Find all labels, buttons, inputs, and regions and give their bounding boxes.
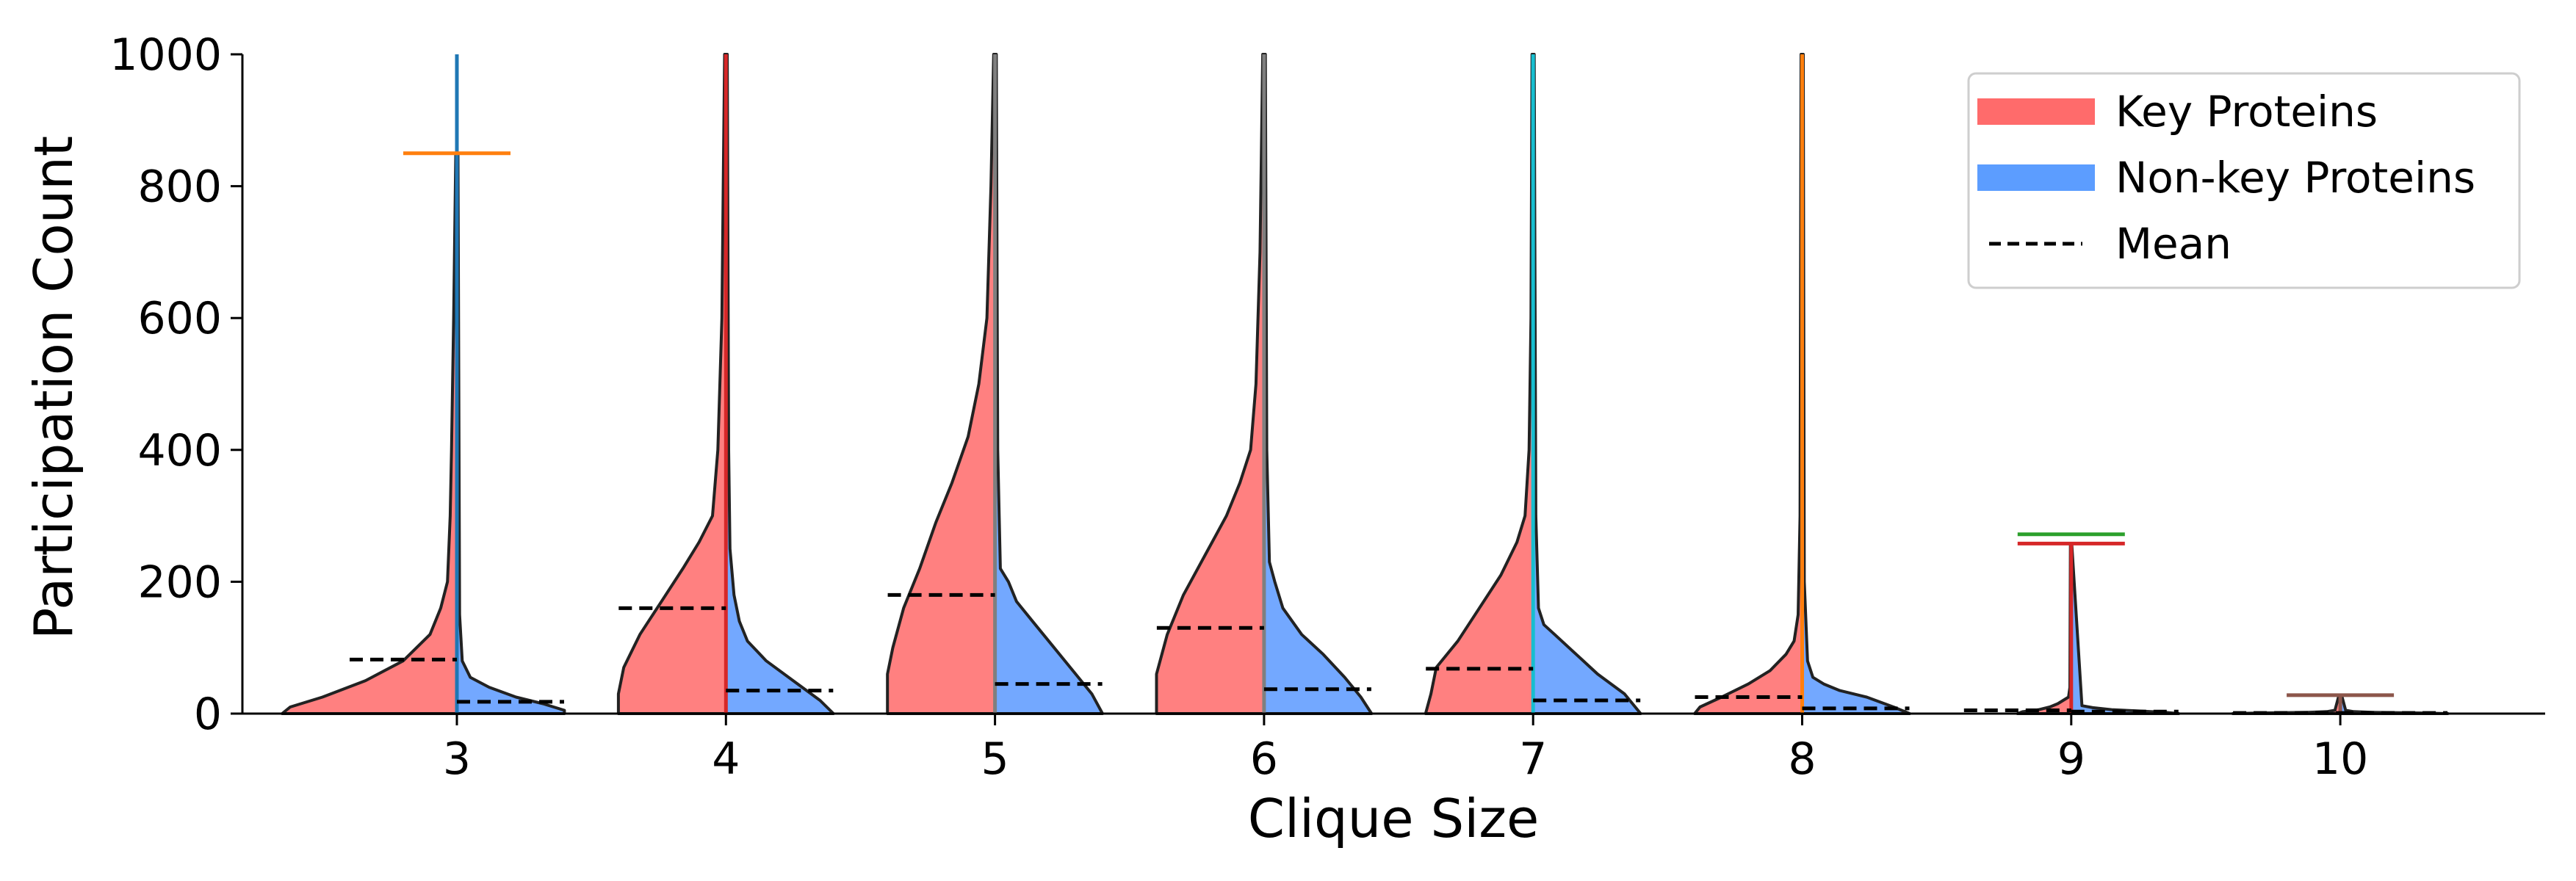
- nonkey-proteins-violin-5: [993, 53, 1104, 715]
- x-tick-label-4: 4: [712, 733, 740, 785]
- legend-swatch-1: [1977, 164, 2095, 191]
- nonkey-proteins-violin-9: [2069, 542, 2181, 715]
- legend-label-1: Non-key Proteins: [2115, 153, 2475, 203]
- legend: Key Proteins Non-key Proteins Mean: [1967, 72, 2521, 289]
- x-tick-label-6: 6: [1250, 733, 1278, 785]
- legend-box: [1967, 72, 2521, 289]
- x-tick-label-7: 7: [1519, 733, 1547, 785]
- y-tick-label-600: 600: [137, 293, 222, 344]
- violin-group-6: [1155, 53, 1374, 715]
- x-tick-label-5: 5: [981, 733, 1009, 785]
- nonkey-proteins-violin-10: [2339, 693, 2450, 715]
- key-proteins-violin-7: [1424, 53, 1535, 715]
- x-tick-label-8: 8: [1788, 733, 1816, 785]
- legend-label-2: Mean: [2115, 219, 2232, 269]
- nonkey-proteins-violin-3: [455, 151, 566, 715]
- x-tick-label-3: 3: [443, 733, 471, 785]
- key-proteins-violin-8: [1693, 53, 1804, 715]
- key-proteins-violin-4: [616, 53, 728, 715]
- violins-layer: [281, 53, 2450, 715]
- x-axis-title: Clique Size: [1248, 788, 1540, 849]
- y-tick-label-800: 800: [137, 162, 222, 213]
- y-tick-label-200: 200: [137, 556, 222, 608]
- legend-label-0: Key Proteins: [2115, 87, 2378, 137]
- x-tick-label-9: 9: [2057, 733, 2085, 785]
- key-proteins-violin-3: [281, 151, 458, 715]
- key-proteins-violin-6: [1155, 53, 1266, 715]
- nonkey-proteins-violin-7: [1531, 53, 1642, 715]
- nonkey-proteins-violin-8: [1800, 53, 1911, 715]
- key-proteins-violin-10: [2231, 693, 2342, 715]
- key-proteins-violin-5: [886, 53, 997, 715]
- y-tick-label-1000: 1000: [109, 29, 222, 81]
- legend-swatch-0: [1977, 98, 2095, 125]
- nonkey-proteins-violin-6: [1262, 53, 1374, 715]
- x-tick-label-10: 10: [2312, 733, 2368, 785]
- violin-group-7: [1424, 53, 1642, 715]
- key-proteins-violin-9: [2016, 542, 2073, 715]
- violin-group-9: [1963, 532, 2181, 715]
- y-tick-label-0: 0: [194, 689, 222, 740]
- violin-group-3: [281, 54, 566, 715]
- violin-group-4: [616, 53, 835, 715]
- y-axis-title: Participation Count: [23, 136, 84, 639]
- axes-layer: 0 200 400 600 800 1000 3 4 5 6 7 8 9 10: [109, 29, 2545, 785]
- violin-group-8: [1693, 53, 1911, 715]
- nonkey-proteins-violin-4: [724, 53, 835, 715]
- y-tick-label-400: 400: [137, 425, 222, 476]
- violin-group-5: [886, 53, 1104, 715]
- violin-group-10: [2231, 693, 2450, 715]
